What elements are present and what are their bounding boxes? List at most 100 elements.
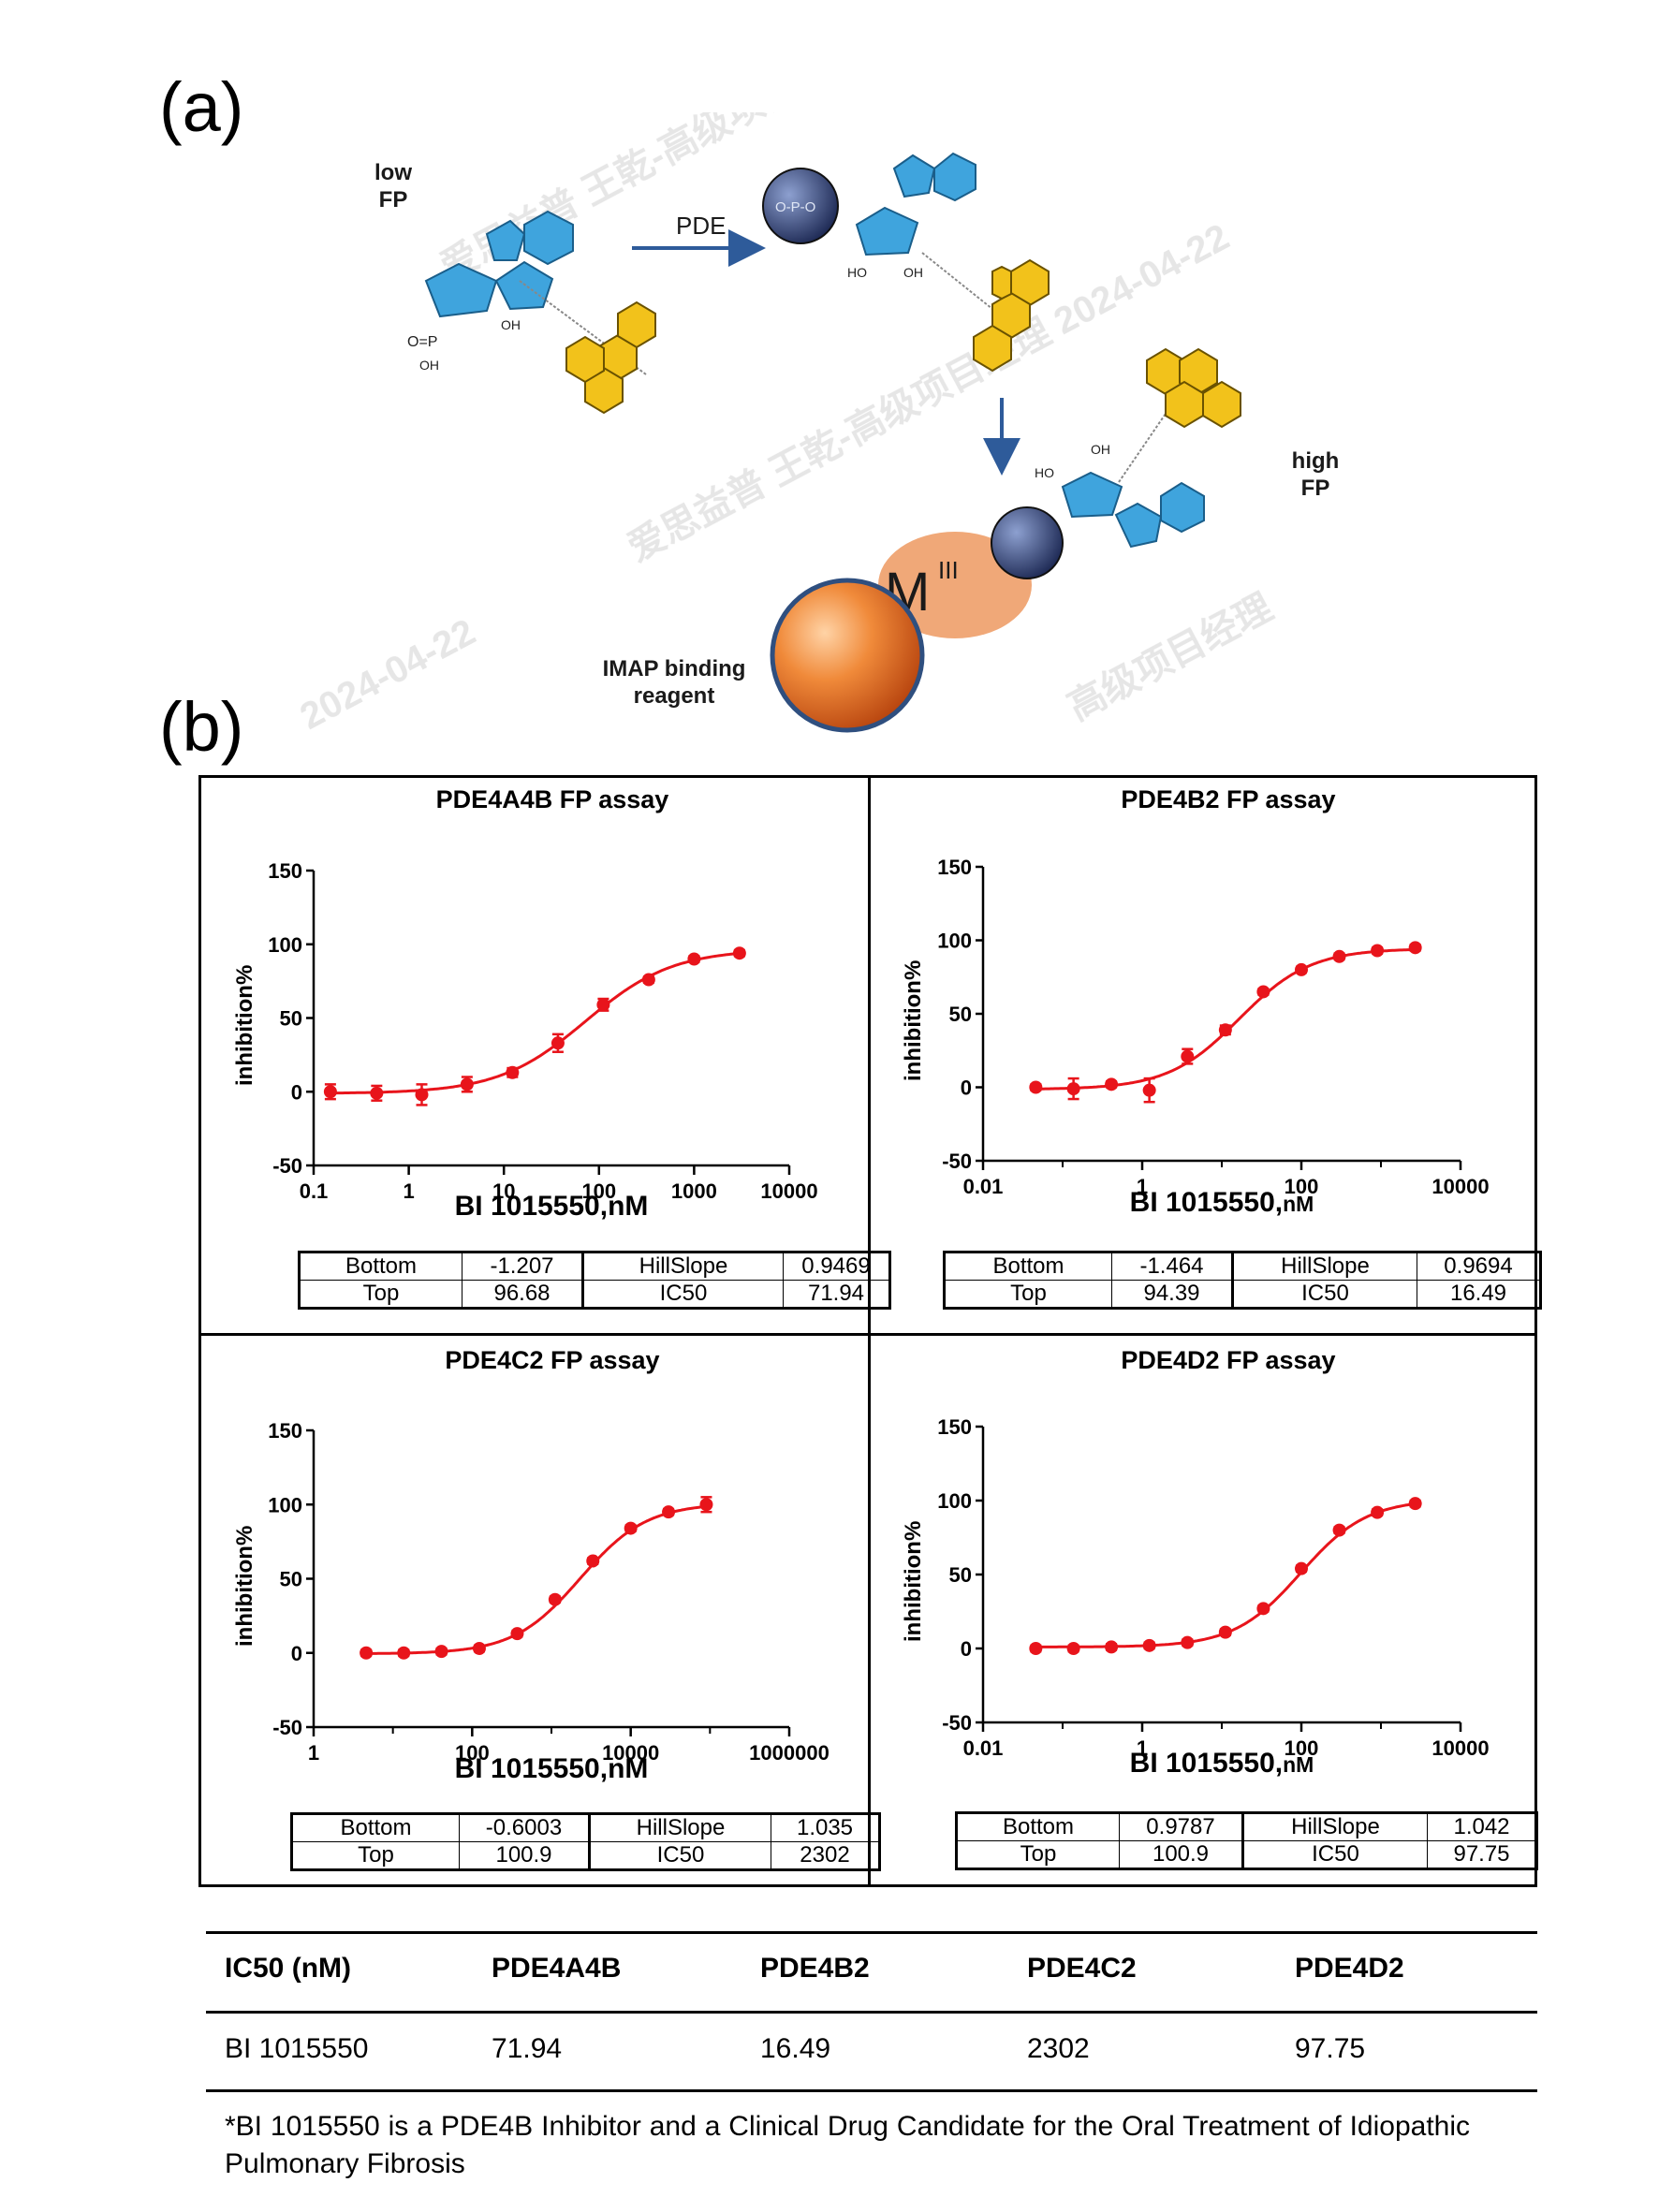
x-tick-label: 10 bbox=[492, 1179, 515, 1203]
fit-parameters-row: Top 100.9 IC50 2302 bbox=[291, 1841, 880, 1870]
fit-parameter-name: HillSlope bbox=[588, 1813, 771, 1842]
linear-nucleotide: O-P-O HO OH bbox=[762, 152, 1050, 373]
data-point-group bbox=[1371, 944, 1385, 958]
fit-parameters-table: Bottom 0.9787 HillSlope 1.042 Top 100.9 IC50 97… bbox=[955, 1811, 1538, 1870]
data-point bbox=[1181, 1635, 1195, 1649]
data-point bbox=[1408, 1497, 1422, 1511]
data-point-group bbox=[1105, 1640, 1119, 1654]
data-point bbox=[596, 998, 610, 1012]
imap-bead bbox=[770, 578, 925, 733]
watermark: 高级项目经理 bbox=[1062, 586, 1280, 728]
data-point-group bbox=[415, 1083, 429, 1106]
data-point-group bbox=[1142, 1638, 1156, 1652]
x-axis-label: BI 1015550,nM bbox=[271, 1191, 832, 1223]
data-point-group bbox=[1295, 1561, 1308, 1575]
data-point-group bbox=[323, 1083, 337, 1101]
svg-text:OH: OH bbox=[903, 265, 923, 280]
footnote: *BI 1015550 is a PDE4B Inhibitor and a C… bbox=[225, 2111, 1470, 2179]
data-point-group bbox=[662, 1505, 676, 1519]
fit-parameter-value: 16.49 bbox=[1417, 1280, 1541, 1309]
dose-response-plot: -50 0 50 100 150 1 100 10000 1000000 bbox=[268, 1419, 830, 1765]
x-tick-label: 100 bbox=[1285, 1175, 1319, 1198]
data-point-group bbox=[1218, 1023, 1232, 1037]
fit-parameter-value: 94.39 bbox=[1111, 1280, 1233, 1309]
x-tick-label: 100 bbox=[455, 1741, 490, 1765]
fit-curve bbox=[1035, 947, 1416, 1091]
data-point-group bbox=[434, 1645, 448, 1659]
data-point bbox=[510, 1627, 524, 1641]
x-axis-label-text: BI 1015550, bbox=[1129, 1187, 1284, 1218]
summary-header-ic50: IC50 (nM) bbox=[225, 1953, 351, 1984]
data-point bbox=[1408, 941, 1422, 955]
svg-text:O-P-O: O-P-O bbox=[775, 199, 815, 215]
x-axis-label-unit: nM bbox=[1283, 1752, 1314, 1777]
data-point-group bbox=[596, 997, 610, 1012]
fit-parameter-value: -1.464 bbox=[1111, 1252, 1233, 1281]
data-point bbox=[460, 1077, 474, 1091]
fit-parameter-value: 0.9787 bbox=[1119, 1812, 1243, 1841]
y-tick-label: 100 bbox=[937, 1489, 972, 1513]
fit-parameter-value: 2302 bbox=[771, 1841, 880, 1870]
fit-parameter-value: 0.9469 bbox=[783, 1252, 890, 1281]
x-tick-label: 1 bbox=[403, 1179, 414, 1203]
data-point-group bbox=[687, 952, 701, 966]
assay-scheme-graphic: 爱思益普 王乾-高级项目经理 2024-04-22 爱思益普 王乾-高级项目经理… bbox=[294, 0, 1280, 738]
y-tick-label: 150 bbox=[268, 1419, 302, 1443]
fit-parameter-name: Top bbox=[956, 1840, 1120, 1869]
x-tick-label: 1000 bbox=[671, 1179, 717, 1203]
data-point bbox=[1105, 1640, 1119, 1654]
data-point-group bbox=[1142, 1077, 1156, 1104]
y-tick-label: -50 bbox=[942, 1150, 972, 1173]
fit-parameter-value: 97.75 bbox=[1427, 1840, 1537, 1869]
data-point-group bbox=[1256, 985, 1270, 999]
x-axis-label: BI 1015550,nM bbox=[941, 1748, 1503, 1780]
bound-complex: M III HO OH bbox=[770, 347, 1241, 733]
summary-cell-pde4a4b: 71.94 bbox=[492, 2033, 563, 2064]
panel-label-a: (a) bbox=[159, 68, 244, 146]
data-point-group bbox=[1066, 1077, 1080, 1101]
data-point bbox=[641, 973, 655, 987]
data-point-group bbox=[732, 946, 746, 960]
fit-parameter-value: 100.9 bbox=[459, 1841, 590, 1870]
data-point bbox=[548, 1592, 562, 1606]
x-tick-label: 10000 bbox=[760, 1179, 817, 1203]
y-tick-label: 100 bbox=[268, 933, 302, 957]
data-point bbox=[397, 1646, 411, 1660]
x-tick-label: 1 bbox=[1137, 1175, 1148, 1198]
x-tick-label: 10000 bbox=[1431, 1736, 1489, 1760]
data-point bbox=[370, 1086, 384, 1100]
x-tick-label: 100 bbox=[1285, 1736, 1319, 1760]
cyclic-nucleotide: O=P OH OH bbox=[407, 210, 656, 415]
y-tick-label: 0 bbox=[961, 1077, 972, 1100]
y-tick-label: 50 bbox=[280, 1007, 302, 1031]
data-point bbox=[1029, 1642, 1043, 1655]
summary-cell-pde4c2: 2302 bbox=[1027, 2033, 1090, 2064]
fit-curve bbox=[1035, 1502, 1416, 1648]
data-point-group bbox=[1371, 1505, 1385, 1519]
fit-parameter-name: Bottom bbox=[291, 1813, 460, 1842]
x-tick-label: 10000 bbox=[1431, 1175, 1489, 1198]
fit-parameters-row: Bottom -1.464 HillSlope 0.9694 bbox=[944, 1252, 1541, 1281]
data-point bbox=[1256, 1602, 1270, 1616]
y-tick-label: 0 bbox=[291, 1642, 302, 1665]
data-point bbox=[506, 1065, 520, 1079]
data-point-group bbox=[551, 1033, 565, 1053]
high-fp-label: high FP bbox=[1291, 448, 1340, 501]
data-point-group bbox=[1029, 1642, 1043, 1655]
pde-label: PDE bbox=[676, 212, 726, 240]
data-point bbox=[1332, 1523, 1346, 1537]
fit-parameters-row: Top 96.68 IC50 71.94 bbox=[299, 1280, 890, 1309]
data-point bbox=[323, 1085, 337, 1099]
data-point bbox=[1371, 1505, 1385, 1519]
x-tick-label: 10000 bbox=[602, 1741, 659, 1765]
data-point-group bbox=[586, 1554, 600, 1568]
data-point bbox=[472, 1641, 486, 1655]
y-tick-label: -50 bbox=[272, 1154, 302, 1178]
data-point-group bbox=[624, 1521, 638, 1535]
data-point bbox=[1142, 1083, 1156, 1097]
data-point-group bbox=[1105, 1077, 1119, 1091]
data-point-group bbox=[548, 1592, 562, 1606]
data-point bbox=[360, 1646, 374, 1660]
data-point bbox=[662, 1505, 676, 1519]
data-point bbox=[1295, 962, 1308, 976]
